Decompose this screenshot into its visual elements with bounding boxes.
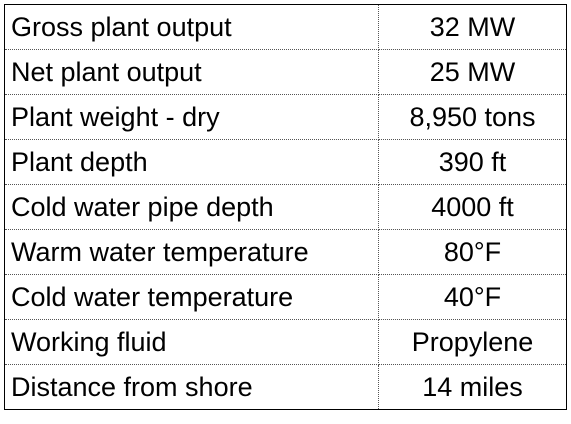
table-row: Plant depth 390 ft xyxy=(4,139,567,185)
row-label: Cold water pipe depth xyxy=(4,184,379,230)
row-label: Cold water temperature xyxy=(4,274,379,320)
table-row: Distance from shore 14 miles xyxy=(4,364,567,410)
row-label: Warm water temperature xyxy=(4,229,379,275)
table-row: Plant weight - dry 8,950 tons xyxy=(4,94,567,140)
row-value: Propylene xyxy=(378,319,567,365)
table-body: Gross plant output 32 MW Net plant output 2… xyxy=(4,4,567,410)
row-value: 25 MW xyxy=(378,49,567,95)
row-value: 4000 ft xyxy=(378,184,567,230)
row-value: 390 ft xyxy=(378,139,567,185)
row-label: Net plant output xyxy=(4,49,379,95)
table-row: Cold water temperature 40°F xyxy=(4,274,567,320)
row-value: 8,950 tons xyxy=(378,94,567,140)
data-table: Gross plant output 32 MW Net plant output 2… xyxy=(4,4,567,410)
row-value: 80°F xyxy=(378,229,567,275)
table-row: Warm water temperature 80°F xyxy=(4,229,567,275)
row-value: 40°F xyxy=(378,274,567,320)
table-row: Cold water pipe depth 4000 ft xyxy=(4,184,567,230)
row-label: Gross plant output xyxy=(4,4,379,50)
row-value: 14 miles xyxy=(378,364,567,410)
table-row: Working fluid Propylene xyxy=(4,319,567,365)
table-row: Net plant output 25 MW xyxy=(4,49,567,95)
row-label: Plant depth xyxy=(4,139,379,185)
table-row: Gross plant output 32 MW xyxy=(4,4,567,50)
row-label: Plant weight - dry xyxy=(4,94,379,140)
row-value: 32 MW xyxy=(378,4,567,50)
row-label: Working fluid xyxy=(4,319,379,365)
row-label: Distance from shore xyxy=(4,364,379,410)
